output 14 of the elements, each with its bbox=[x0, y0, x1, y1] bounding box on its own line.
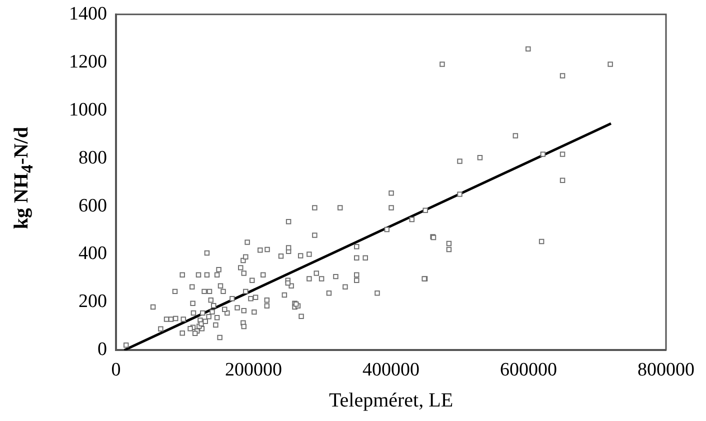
x-tick-label: 800000 bbox=[638, 360, 694, 381]
x-tick-label: 400000 bbox=[362, 360, 420, 381]
y-tick-label: 1400 bbox=[69, 3, 107, 24]
y-tick-label: 200 bbox=[78, 291, 107, 312]
x-tick-label: 0 bbox=[111, 360, 121, 381]
y-tick-label: 1000 bbox=[69, 99, 107, 120]
x-axis-title: Telepméret, LE bbox=[328, 389, 454, 412]
y-tick-label: 1200 bbox=[69, 51, 107, 72]
y-tick-label: 800 bbox=[78, 147, 107, 168]
y-tick-label: 400 bbox=[78, 243, 107, 264]
x-tick-label: 200000 bbox=[225, 360, 282, 381]
y-tick-label: 0 bbox=[98, 339, 107, 360]
y-tick-label: 600 bbox=[78, 195, 107, 216]
x-tick-label: 600000 bbox=[500, 360, 557, 381]
